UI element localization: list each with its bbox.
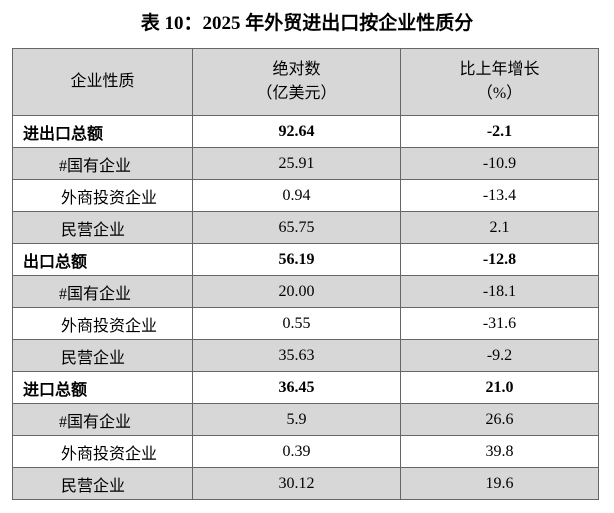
value-cell: 35.63	[192, 339, 401, 372]
value-cell: 65.75	[192, 211, 401, 244]
value-cell: 39.8	[400, 435, 599, 468]
value-cell: 30.12	[192, 467, 401, 500]
header-cell: 绝对数 （亿美元）	[192, 48, 401, 116]
value-cell: 20.00	[192, 275, 401, 308]
value-cell: 2.1	[400, 211, 599, 244]
table-title: 表 10：2025 年外贸进出口按企业性质分	[140, 13, 474, 34]
row-label: #国有企业	[12, 275, 193, 308]
row-label: 进出口总额	[12, 115, 193, 148]
value-cell: 0.55	[192, 307, 401, 340]
row-label: 出口总额	[12, 243, 193, 276]
table-row: 出口总额 56.19 -12.8	[12, 243, 599, 276]
value-cell: -9.2	[400, 339, 599, 372]
header-cell: 比上年增长 （%）	[400, 48, 599, 116]
value-cell: -13.4	[400, 179, 599, 212]
value-cell: 36.45	[192, 371, 401, 404]
value-cell: 0.94	[192, 179, 401, 212]
row-label: 民营企业	[12, 211, 193, 244]
value-cell: 92.64	[192, 115, 401, 148]
table-row: 民营企业 35.63 -9.2	[12, 339, 599, 372]
row-label: 进口总额	[12, 371, 193, 404]
table-row: 外商投资企业 0.94 -13.4	[12, 179, 599, 212]
table-row: 民营企业 65.75 2.1	[12, 211, 599, 244]
value-cell: -2.1	[400, 115, 599, 148]
header-cell: 企业性质	[12, 48, 193, 116]
data-table: 企业性质 绝对数 （亿美元） 比上年增长 （%） 进出口总额 92.64 -2.1 #国有企业…	[12, 48, 599, 500]
table-row: 外商投资企业 0.39 39.8	[12, 435, 599, 468]
value-cell: 5.9	[192, 403, 401, 436]
row-label: 外商投资企业	[12, 179, 193, 212]
value-cell: 56.19	[192, 243, 401, 276]
header-line: 绝对数	[272, 61, 321, 78]
value-cell: 25.91	[192, 147, 401, 180]
table-row: #国有企业 20.00 -18.1	[12, 275, 599, 308]
row-label: 民营企业	[12, 339, 193, 372]
value-cell: 0.39	[192, 435, 401, 468]
value-cell: -18.1	[400, 275, 599, 308]
row-label: 外商投资企业	[12, 307, 193, 340]
header-row: 企业性质 绝对数 （亿美元） 比上年增长 （%）	[12, 48, 599, 116]
table-row: 进出口总额 92.64 -2.1	[12, 115, 599, 148]
header-line: （亿美元）	[256, 85, 337, 102]
table-row: #国有企业 25.91 -10.9	[12, 147, 599, 180]
value-cell: -12.8	[400, 243, 599, 276]
header-line: 企业性质	[70, 73, 135, 90]
value-cell: 21.0	[400, 371, 599, 404]
table-body: 进出口总额 92.64 -2.1 #国有企业 25.91 -10.9 外商投资企业 0.94-…	[12, 115, 599, 500]
row-label: 外商投资企业	[12, 435, 193, 468]
header-line: （%）	[476, 85, 523, 102]
row-label: #国有企业	[12, 147, 193, 180]
table-row: 民营企业 30.12 19.6	[12, 467, 599, 500]
row-label: #国有企业	[12, 403, 193, 436]
table-row: 外商投资企业 0.55 -31.6	[12, 307, 599, 340]
header-line: 比上年增长	[459, 61, 540, 78]
value-cell: -10.9	[400, 147, 599, 180]
table-row: 进口总额 36.45 21.0	[12, 371, 599, 404]
value-cell: -31.6	[400, 307, 599, 340]
row-label: 民营企业	[12, 467, 193, 500]
table-row: #国有企业 5.9 26.6	[12, 403, 599, 436]
value-cell: 26.6	[400, 403, 599, 436]
value-cell: 19.6	[400, 467, 599, 500]
